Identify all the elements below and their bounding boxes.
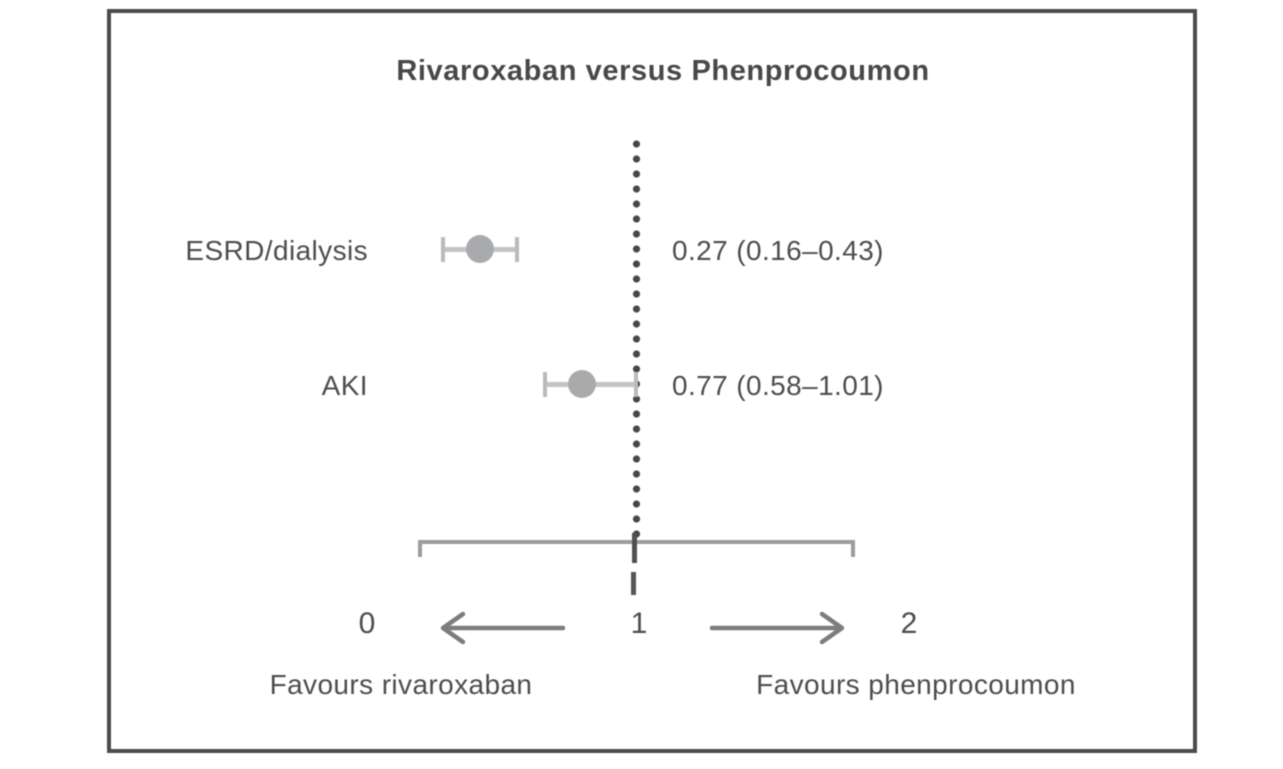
ci-cap-right-aki: [634, 372, 638, 397]
x-axis-end-cap-right: [851, 540, 855, 557]
ci-cap-left-esrd: [441, 237, 445, 262]
point-estimate-marker-aki: [568, 370, 596, 398]
x-axis-end-cap-left: [418, 540, 422, 557]
reference-line-dotted: [632, 138, 641, 544]
reference-dash-above-one: [631, 572, 636, 595]
ci-cap-left-aki: [543, 372, 547, 397]
chart-title: Rivaroxaban versus Phenprocoumon: [396, 55, 930, 87]
x-tick-label-1: 1: [630, 607, 648, 640]
row-label-esrd-dialysis: ESRD/dialysis: [185, 235, 368, 266]
estimate-text-esrd: 0.27 (0.16–0.43): [672, 235, 884, 266]
ci-cap-right-esrd: [515, 237, 519, 262]
x-tick-label-2: 2: [900, 607, 918, 640]
arrow-right-icon: [709, 611, 845, 645]
row-label-aki: AKI: [321, 370, 368, 401]
favours-phenprocoumon-label: Favours phenprocoumon: [756, 669, 1076, 700]
figure-border-frame: Rivaroxaban versus Phenprocoumon ESRD/di…: [107, 9, 1197, 753]
arrow-left-icon: [440, 611, 566, 645]
point-estimate-marker-esrd: [466, 235, 494, 263]
estimate-text-aki: 0.77 (0.58–1.01): [672, 370, 884, 401]
x-axis-center-tick: [632, 533, 637, 563]
x-tick-label-0: 0: [358, 607, 376, 640]
favours-rivaroxaban-label: Favours rivaroxaban: [269, 669, 533, 700]
